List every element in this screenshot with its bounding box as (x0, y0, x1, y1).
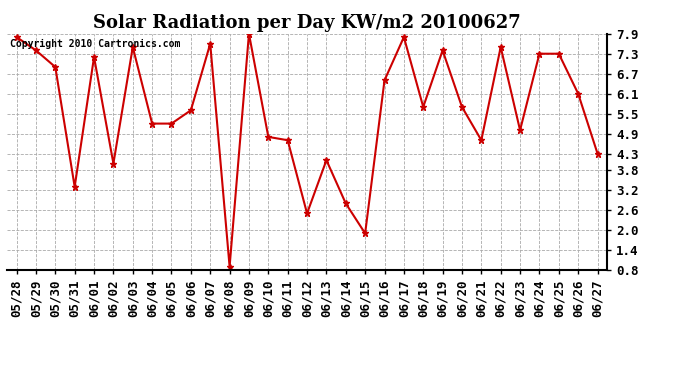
Title: Solar Radiation per Day KW/m2 20100627: Solar Radiation per Day KW/m2 20100627 (93, 14, 521, 32)
Text: Copyright 2010 Cartronics.com: Copyright 2010 Cartronics.com (10, 39, 180, 48)
